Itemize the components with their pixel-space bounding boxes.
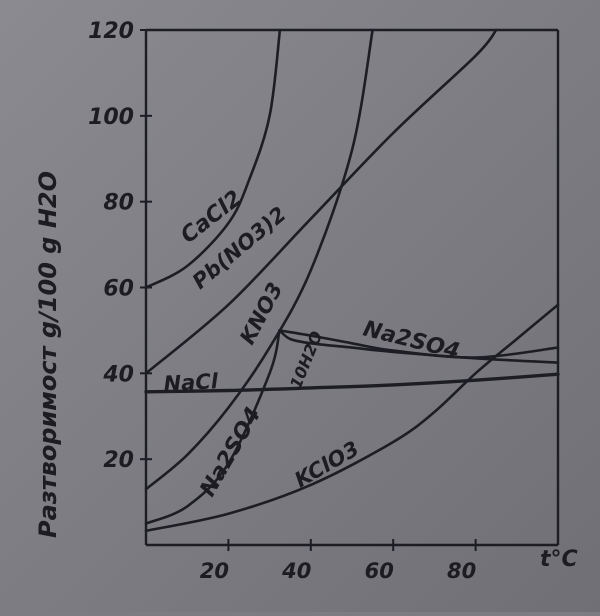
curve-labels: CaCl2 Pb(NO3)2 KNO3 NaCl Na2SO4 Na2SO4 1… — [163, 186, 462, 501]
y-tick-label: 60 — [103, 277, 134, 302]
label-na2so4-top: Na2SO4 — [361, 317, 463, 365]
x-tick-label: 20 — [200, 559, 229, 583]
label-nacl: NaCl — [163, 369, 219, 396]
axes — [140, 28, 560, 551]
tick-labels: 20 40 60 80 100 120 20 40 60 80 — [88, 19, 476, 583]
series-nacl — [144, 372, 560, 394]
x-tick-label: 80 — [447, 559, 476, 583]
y-axis-title: Разтворимост g/100 g H2O — [34, 171, 62, 538]
label-na2so4: Na2SO4 — [196, 403, 267, 501]
series-cacl2 — [144, 28, 282, 289]
y-tick-label: 100 — [88, 105, 134, 130]
y-tick-label: 20 — [103, 448, 134, 473]
y-tick-label: 40 — [102, 362, 134, 387]
y-tick-label: 80 — [103, 191, 134, 216]
x-tick-label: 60 — [365, 559, 394, 583]
series-kclo3 — [144, 303, 560, 533]
y-tick-label: 120 — [88, 19, 134, 44]
series-na2so4 — [144, 329, 281, 525]
series-na2so4-anhydrous — [278, 329, 560, 359]
x-tick-label: 40 — [281, 559, 311, 583]
series-kno3 — [144, 28, 374, 491]
series-pb-no3-2 — [144, 28, 498, 375]
x-axis-title: t°C — [540, 547, 578, 572]
label-hydrate: 10H2O — [286, 328, 326, 391]
curves — [144, 28, 560, 533]
